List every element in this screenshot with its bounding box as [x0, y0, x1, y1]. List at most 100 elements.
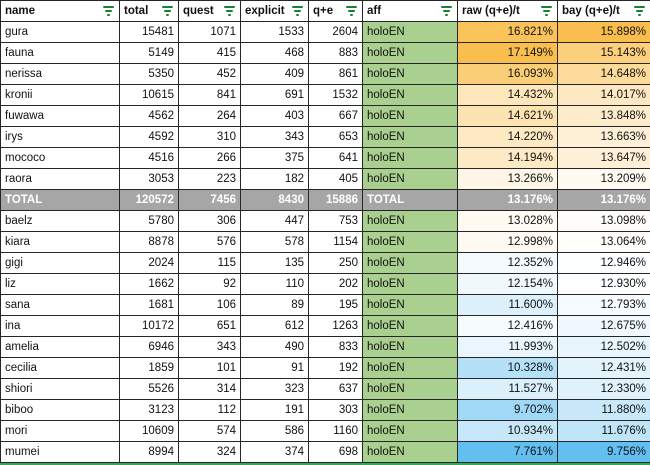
- cell-bay[interactable]: 12.793%: [558, 295, 650, 316]
- cell-qe[interactable]: 202: [309, 274, 363, 295]
- cell-raw[interactable]: 14.432%: [458, 85, 558, 106]
- cell-quest[interactable]: 324: [179, 442, 241, 463]
- cell-name[interactable]: amelia: [1, 337, 120, 358]
- cell-explicit[interactable]: 409: [241, 64, 309, 85]
- cell-raw[interactable]: 11.993%: [458, 337, 558, 358]
- cell-explicit[interactable]: 612: [241, 316, 309, 337]
- cell-qe[interactable]: 15886: [309, 190, 363, 211]
- cell-quest[interactable]: 264: [179, 106, 241, 127]
- cell-qe[interactable]: 667: [309, 106, 363, 127]
- cell-qe[interactable]: 303: [309, 400, 363, 421]
- cell-quest[interactable]: 415: [179, 43, 241, 64]
- filter-icon[interactable]: [102, 4, 115, 18]
- cell-quest[interactable]: 343: [179, 337, 241, 358]
- cell-qe[interactable]: 833: [309, 337, 363, 358]
- cell-explicit[interactable]: 447: [241, 211, 309, 232]
- cell-bay[interactable]: 12.946%: [558, 253, 650, 274]
- cell-quest[interactable]: 574: [179, 421, 241, 442]
- cell-bay[interactable]: 14.648%: [558, 64, 650, 85]
- cell-total[interactable]: 4592: [120, 127, 179, 148]
- column-header-aff[interactable]: aff: [363, 1, 458, 22]
- cell-explicit[interactable]: 578: [241, 232, 309, 253]
- cell-aff[interactable]: holoEN: [363, 43, 458, 64]
- cell-raw[interactable]: 16.821%: [458, 22, 558, 43]
- cell-aff[interactable]: holoEN: [363, 127, 458, 148]
- cell-bay[interactable]: 9.756%: [558, 442, 650, 463]
- cell-total[interactable]: 5780: [120, 211, 179, 232]
- column-header-raw[interactable]: raw (q+e)/t: [458, 1, 558, 22]
- cell-bay[interactable]: 12.431%: [558, 358, 650, 379]
- cell-quest[interactable]: 223: [179, 169, 241, 190]
- cell-name[interactable]: mococo: [1, 148, 120, 169]
- cell-raw[interactable]: 13.028%: [458, 211, 558, 232]
- cell-quest[interactable]: 106: [179, 295, 241, 316]
- cell-explicit[interactable]: 343: [241, 127, 309, 148]
- cell-aff[interactable]: holoEN: [363, 421, 458, 442]
- cell-aff[interactable]: holoEN: [363, 169, 458, 190]
- cell-bay[interactable]: 13.176%: [558, 190, 650, 211]
- cell-explicit[interactable]: 1533: [241, 22, 309, 43]
- cell-name[interactable]: shiori: [1, 379, 120, 400]
- cell-total[interactable]: 3053: [120, 169, 179, 190]
- column-header-name[interactable]: name: [1, 1, 120, 22]
- cell-aff[interactable]: holoEN: [363, 295, 458, 316]
- cell-name[interactable]: nerissa: [1, 64, 120, 85]
- cell-aff[interactable]: holoEN: [363, 442, 458, 463]
- cell-qe[interactable]: 1263: [309, 316, 363, 337]
- cell-qe[interactable]: 405: [309, 169, 363, 190]
- cell-total[interactable]: 5350: [120, 64, 179, 85]
- cell-raw[interactable]: 17.149%: [458, 43, 558, 64]
- cell-total[interactable]: 15481: [120, 22, 179, 43]
- cell-explicit[interactable]: 375: [241, 148, 309, 169]
- cell-raw[interactable]: 12.352%: [458, 253, 558, 274]
- cell-total[interactable]: 3123: [120, 400, 179, 421]
- cell-name[interactable]: gigi: [1, 253, 120, 274]
- cell-name[interactable]: kiara: [1, 232, 120, 253]
- cell-qe[interactable]: 861: [309, 64, 363, 85]
- cell-bay[interactable]: 13.663%: [558, 127, 650, 148]
- cell-explicit[interactable]: 374: [241, 442, 309, 463]
- cell-total[interactable]: 120572: [120, 190, 179, 211]
- cell-explicit[interactable]: 403: [241, 106, 309, 127]
- column-header-qe[interactable]: q+e: [309, 1, 363, 22]
- cell-raw[interactable]: 13.176%: [458, 190, 558, 211]
- cell-aff[interactable]: holoEN: [363, 232, 458, 253]
- cell-quest[interactable]: 266: [179, 148, 241, 169]
- cell-quest[interactable]: 101: [179, 358, 241, 379]
- cell-aff[interactable]: holoEN: [363, 106, 458, 127]
- cell-total[interactable]: 4562: [120, 106, 179, 127]
- cell-explicit[interactable]: 89: [241, 295, 309, 316]
- cell-total[interactable]: 5526: [120, 379, 179, 400]
- cell-quest[interactable]: 1071: [179, 22, 241, 43]
- cell-total[interactable]: 1681: [120, 295, 179, 316]
- filter-icon[interactable]: [161, 4, 174, 18]
- cell-aff[interactable]: holoEN: [363, 22, 458, 43]
- cell-bay[interactable]: 11.676%: [558, 421, 650, 442]
- cell-raw[interactable]: 14.220%: [458, 127, 558, 148]
- cell-total[interactable]: 10172: [120, 316, 179, 337]
- cell-aff[interactable]: TOTAL: [363, 190, 458, 211]
- cell-aff[interactable]: holoEN: [363, 85, 458, 106]
- cell-quest[interactable]: 314: [179, 379, 241, 400]
- cell-name[interactable]: mumei: [1, 442, 120, 463]
- cell-name[interactable]: ina: [1, 316, 120, 337]
- cell-qe[interactable]: 753: [309, 211, 363, 232]
- cell-explicit[interactable]: 110: [241, 274, 309, 295]
- cell-bay[interactable]: 13.647%: [558, 148, 650, 169]
- cell-explicit[interactable]: 490: [241, 337, 309, 358]
- cell-qe[interactable]: 195: [309, 295, 363, 316]
- cell-bay[interactable]: 15.143%: [558, 43, 650, 64]
- cell-raw[interactable]: 14.621%: [458, 106, 558, 127]
- cell-aff[interactable]: holoEN: [363, 274, 458, 295]
- cell-quest[interactable]: 576: [179, 232, 241, 253]
- filter-icon[interactable]: [223, 4, 236, 18]
- cell-raw[interactable]: 10.328%: [458, 358, 558, 379]
- cell-explicit[interactable]: 468: [241, 43, 309, 64]
- cell-bay[interactable]: 12.675%: [558, 316, 650, 337]
- cell-qe[interactable]: 192: [309, 358, 363, 379]
- cell-qe[interactable]: 250: [309, 253, 363, 274]
- cell-bay[interactable]: 13.848%: [558, 106, 650, 127]
- cell-quest[interactable]: 452: [179, 64, 241, 85]
- cell-total[interactable]: 8878: [120, 232, 179, 253]
- cell-name[interactable]: biboo: [1, 400, 120, 421]
